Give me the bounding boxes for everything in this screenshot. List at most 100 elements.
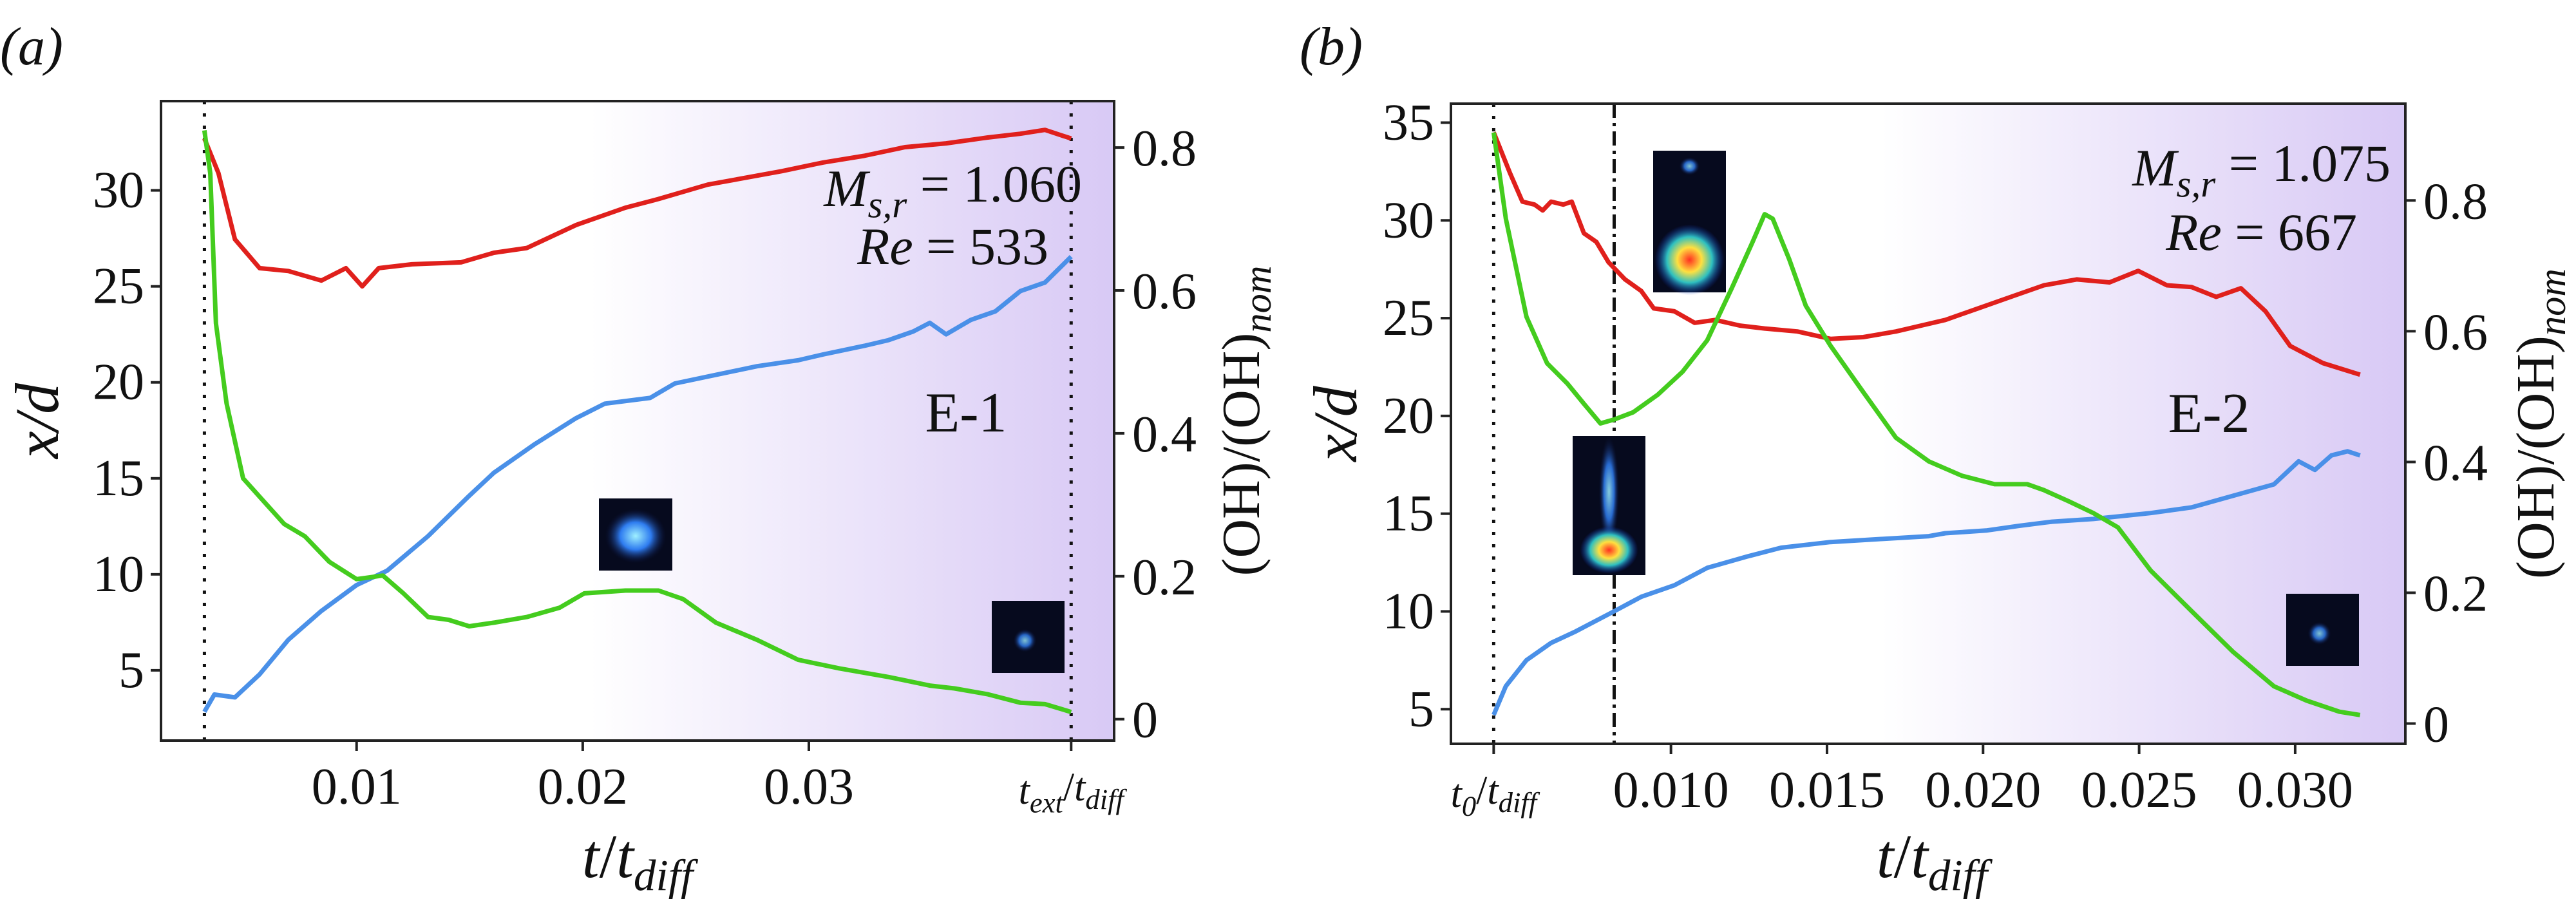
text-part: /	[1894, 822, 1911, 891]
y-right-tick-label: 0.4	[2423, 435, 2488, 491]
text-part: t	[1451, 772, 1463, 816]
text-part: (OH)	[1211, 462, 1271, 576]
text-part: 0.01	[312, 759, 402, 815]
text-part: M	[2132, 138, 2179, 197]
text-part: t	[1911, 822, 1929, 891]
case-label: E-2	[2168, 383, 2249, 445]
text-subscript: nom	[1236, 265, 1280, 332]
text-part: (OH)	[1211, 333, 1271, 447]
text-part: (OH)	[2506, 465, 2566, 579]
case-label: E-1	[925, 382, 1007, 444]
y-left-tick-label: 5	[1408, 681, 1434, 737]
mach-number-annotation: Ms,r = 1.075	[2132, 134, 2391, 205]
oh-image-inset	[992, 601, 1065, 673]
oh-image-inset	[1573, 436, 1645, 575]
y-left-tick-label: 20	[1383, 388, 1434, 444]
re-annotation: Re = 533	[857, 217, 1048, 276]
x-tick-label: text​/tdiff​	[1019, 766, 1128, 819]
text-subscript: diff	[634, 851, 699, 899]
y-left-tick-label: 30	[1383, 192, 1434, 249]
text-part: (OH)	[2506, 336, 2566, 450]
text-part: t	[582, 822, 601, 891]
text-part: /	[1476, 769, 1488, 813]
y-left-tick-label: 30	[93, 162, 144, 219]
y-left-tick-label: 10	[1383, 583, 1434, 639]
inset-blob	[1580, 526, 1638, 574]
series-line-0	[202, 128, 1072, 289]
oh-image-inset	[599, 498, 672, 571]
text-subscript: s,r	[868, 184, 908, 226]
series-line-2	[1491, 132, 2361, 717]
x-axis-label: t/tdiff​	[582, 822, 699, 899]
y-left-tick-label: 15	[93, 450, 144, 507]
panel-a: (a) 0.01 0.02 0.03 text​/tdiff​ 5 10 15 20 25 30 0 0…	[0, 17, 1280, 899]
text-subscript: 0	[1462, 790, 1476, 822]
x-tick-label: 0.02	[538, 759, 628, 815]
text-part: t	[1877, 822, 1895, 891]
inset-blob	[605, 508, 667, 563]
y-left-tick-label: 35	[1383, 94, 1434, 151]
y-right-tick-label: 0	[1132, 692, 1158, 749]
text-part: = 533	[913, 217, 1048, 276]
panel-label: (b)	[1300, 17, 1363, 77]
text-part: /	[1211, 446, 1271, 462]
y-right-tick-label: 0.2	[1132, 549, 1197, 606]
inset-blob	[1654, 224, 1725, 296]
y-left-tick-label: 20	[93, 354, 144, 411]
text-part: t	[616, 822, 635, 891]
y-left-axis-label: x/d	[3, 383, 71, 460]
series-line-1	[202, 255, 1073, 714]
text-subscript: s,r	[2177, 163, 2217, 205]
plot-background	[1451, 104, 2405, 744]
text-part: /	[600, 822, 617, 891]
text-subscript: diff	[1928, 851, 1993, 899]
series-line-1	[1492, 449, 2361, 716]
text-part: t	[1487, 769, 1499, 813]
re-annotation: Re = 667	[2165, 203, 2357, 261]
text-subscript: diff	[1499, 786, 1540, 819]
oh-image-inset	[1653, 151, 1726, 296]
plot-frame	[160, 100, 1115, 742]
x-tick-label: 0.025	[2081, 762, 2197, 819]
y-right-axis-label: (OH)/(OH)nom​	[2506, 269, 2574, 579]
inset-blob	[2307, 621, 2331, 645]
y-right-tick-label: 0	[2423, 697, 2449, 753]
text-part: 0.03	[764, 759, 854, 815]
text-part: /	[2506, 450, 2566, 465]
text-part: 0.025	[2081, 762, 2197, 819]
text-part: 0.010	[1613, 762, 1729, 819]
x-axis-label: t/tdiff​	[1877, 822, 1993, 899]
panel-label: (a)	[0, 17, 63, 77]
text-part: Re	[2165, 203, 2221, 261]
y-left-tick-label: 25	[93, 258, 144, 315]
text-subscript: ext	[1030, 786, 1065, 819]
plot-background	[161, 101, 1114, 741]
text-part: 0.020	[1925, 762, 2041, 819]
x-tick-label: 0.015	[1769, 762, 1885, 819]
text-part: t	[1019, 769, 1031, 813]
y-right-tick-label: 0.6	[2423, 304, 2488, 361]
y-right-tick-label: 0.2	[2423, 565, 2488, 622]
inset-blob	[1679, 157, 1700, 175]
text-part: 0.015	[1769, 762, 1885, 819]
text-part: M	[823, 159, 871, 218]
text-part: = 1.060	[907, 155, 1082, 213]
y-right-tick-label: 0.4	[1132, 406, 1197, 463]
y-right-tick-label: 0.6	[1132, 263, 1197, 320]
y-right-tick-label: 0.8	[2423, 173, 2488, 230]
y-right-tick-label: 0.8	[1132, 120, 1197, 177]
x-tick-label: 0.03	[764, 759, 854, 815]
text-part: 0.030	[2237, 762, 2353, 819]
x-tick-label: 0.030	[2237, 762, 2353, 819]
text-part: = 1.075	[2215, 134, 2391, 193]
inset-blob	[1013, 629, 1037, 652]
y-left-tick-label: 15	[1383, 486, 1434, 542]
plot-frame	[1450, 102, 2407, 745]
text-part: = 667	[2222, 203, 2357, 261]
x-tick-label: 0.01	[312, 759, 402, 815]
y-left-tick-label: 5	[118, 642, 144, 699]
text-part: t	[1074, 766, 1086, 809]
text-part: /	[1063, 766, 1075, 809]
text-part: 0.02	[538, 759, 628, 815]
